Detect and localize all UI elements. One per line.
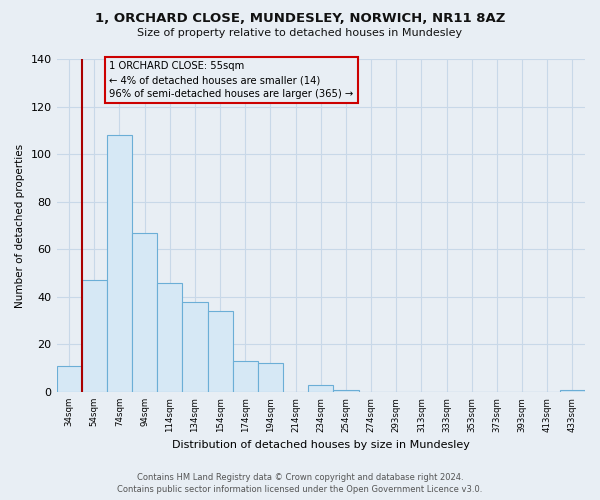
Bar: [258, 364, 283, 392]
Bar: [560, 390, 585, 392]
Bar: [308, 385, 334, 392]
Text: 1 ORCHARD CLOSE: 55sqm
← 4% of detached houses are smaller (14)
96% of semi-deta: 1 ORCHARD CLOSE: 55sqm ← 4% of detached …: [109, 62, 353, 100]
Text: Size of property relative to detached houses in Mundesley: Size of property relative to detached ho…: [137, 28, 463, 38]
Bar: [233, 361, 258, 392]
Bar: [82, 280, 107, 392]
Bar: [157, 282, 182, 392]
Text: Contains HM Land Registry data © Crown copyright and database right 2024.
Contai: Contains HM Land Registry data © Crown c…: [118, 472, 482, 494]
Text: 1, ORCHARD CLOSE, MUNDESLEY, NORWICH, NR11 8AZ: 1, ORCHARD CLOSE, MUNDESLEY, NORWICH, NR…: [95, 12, 505, 26]
X-axis label: Distribution of detached houses by size in Mundesley: Distribution of detached houses by size …: [172, 440, 470, 450]
Bar: [107, 135, 132, 392]
Bar: [132, 232, 157, 392]
Y-axis label: Number of detached properties: Number of detached properties: [15, 144, 25, 308]
Bar: [182, 302, 208, 392]
Bar: [208, 311, 233, 392]
Bar: [56, 366, 82, 392]
Bar: [334, 390, 359, 392]
